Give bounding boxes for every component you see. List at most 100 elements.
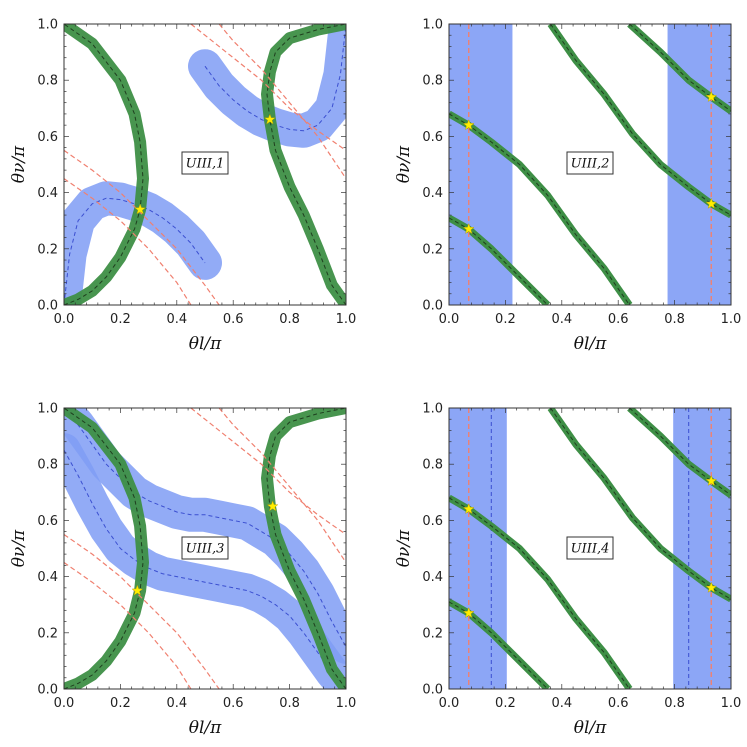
y-tick-label: 0.0 [422, 299, 443, 314]
blue-central-0 [64, 449, 346, 689]
x-tick-label: 0.6 [223, 312, 244, 327]
x-tick-label: 0.0 [54, 696, 75, 711]
x-tick-label: 0.0 [54, 312, 75, 327]
panel-tag-box [566, 151, 614, 175]
y-tick-label: 0.4 [422, 186, 443, 201]
x-axis-label: θl/π [189, 334, 222, 354]
panel-1: 0.0 0.2 0.4 0.6 0.8 1.0 0.0 0.2 0.4 0.6 0.8 1.0 θl/π… [9, 18, 356, 355]
x-tick-label: 0.8 [664, 312, 685, 327]
red-dashed-0 [64, 178, 192, 305]
y-tick-label: 0.4 [37, 570, 58, 585]
green-curve-center-0 [449, 217, 549, 305]
x-tick-label: 0.4 [166, 696, 187, 711]
plot-frame [448, 23, 732, 306]
panel-tag-label: UIII,3 [186, 542, 225, 557]
plot-frame [448, 407, 732, 690]
star-marker-0 [462, 119, 475, 131]
star-marker-0 [131, 584, 144, 596]
y-axis-label: θν/π [9, 145, 29, 183]
green-curve-3 [627, 408, 731, 498]
y-tick-label: 0.6 [422, 514, 443, 529]
green-curve-center-2 [550, 408, 731, 600]
star-marker-1 [462, 607, 475, 619]
star-marker-1 [462, 223, 475, 235]
x-tick-label: 0.8 [279, 312, 300, 327]
blue-central-0 [64, 197, 206, 305]
y-tick-label: 0.2 [422, 242, 443, 257]
plot-area [449, 408, 731, 689]
x-tick-label: 0.4 [166, 312, 187, 327]
x-tick-label: 0.4 [551, 696, 572, 711]
y-tick-label: 0.6 [37, 130, 58, 145]
panel-2: 0.0 0.2 0.4 0.6 0.8 1.0 0.0 0.2 0.4 0.6 0.8 1.0 θl/π… [394, 18, 741, 355]
panel-tag-box [181, 536, 229, 560]
y-tick-label: 1.0 [37, 402, 58, 417]
x-tick-label: 0.2 [110, 312, 131, 327]
y-tick-label: 0.6 [37, 514, 58, 529]
y-tick-label: 1.0 [422, 18, 443, 33]
x-tick-label: 0.6 [608, 696, 629, 711]
red-dashed-1 [64, 149, 220, 305]
x-axis-label: θl/π [574, 334, 607, 354]
star-marker-0 [134, 203, 146, 215]
green-curve-center-1 [449, 113, 630, 305]
y-axis-label: θν/π [394, 145, 414, 183]
x-axis-label: θl/π [189, 718, 222, 738]
y-tick-label: 0.8 [422, 74, 443, 89]
x-tick-label: 0.6 [608, 312, 629, 327]
plot-area [64, 408, 346, 689]
blue-central-1 [204, 24, 346, 132]
y-tick-label: 0.8 [37, 458, 58, 473]
red-dashed-2 [190, 24, 346, 151]
panel-3: 0.0 0.2 0.4 0.6 0.8 1.0 0.0 0.2 0.4 0.6 0.8 1.0 θl/π… [9, 402, 356, 739]
green-curve-center-0 [449, 601, 549, 689]
x-tick-label: 0.0 [439, 312, 460, 327]
y-tick-label: 0.2 [37, 242, 58, 257]
plot-frame [63, 407, 347, 690]
x-tick-label: 1.0 [336, 312, 357, 327]
y-tick-label: 0.4 [37, 186, 58, 201]
panel-tag-label: UIII,1 [186, 157, 225, 172]
panel-tag-box [566, 536, 614, 560]
panel-4: 0.0 0.2 0.4 0.6 0.8 1.0 0.0 0.2 0.4 0.6 0.8 1.0 θl/π… [394, 402, 741, 739]
blue-central-1 [64, 408, 346, 648]
red-dashed-1 [64, 534, 220, 689]
y-tick-label: 0.0 [37, 683, 58, 698]
x-tick-label: 0.6 [223, 696, 244, 711]
panel-tag-label: UIII,4 [571, 542, 610, 557]
red-dashed-2 [190, 408, 346, 535]
x-tick-label: 1.0 [721, 312, 742, 327]
y-tick-label: 0.2 [37, 626, 58, 641]
plot-area [64, 24, 346, 305]
y-tick-label: 0.8 [422, 458, 443, 473]
green-central-0 [64, 408, 144, 689]
y-tick-label: 0.2 [422, 626, 443, 641]
x-tick-label: 0.4 [551, 312, 572, 327]
star-marker-3 [705, 197, 718, 209]
x-tick-label: 0.2 [495, 696, 516, 711]
blue-band-1 [188, 24, 346, 148]
x-axis-label: θl/π [574, 718, 607, 738]
star-marker-1 [266, 500, 279, 512]
red-dashed-3 [218, 24, 346, 179]
y-tick-label: 0.8 [37, 74, 58, 89]
star-marker-3 [705, 581, 718, 593]
green-curve-3 [627, 24, 731, 114]
x-tick-label: 0.8 [279, 696, 300, 711]
x-tick-label: 0.8 [664, 696, 685, 711]
green-central-1 [266, 24, 346, 305]
blue-band-1 [673, 408, 731, 689]
y-tick-label: 0.4 [422, 570, 443, 585]
y-axis-label: θν/π [9, 529, 29, 567]
green-curve-center-2 [550, 24, 731, 216]
plot-area [449, 24, 731, 305]
star-marker-1 [264, 113, 276, 125]
x-tick-label: 1.0 [721, 696, 742, 711]
y-tick-label: 0.0 [37, 299, 58, 314]
x-tick-label: 1.0 [336, 696, 357, 711]
plot-frame [63, 23, 347, 306]
y-tick-label: 1.0 [37, 18, 58, 33]
x-tick-label: 0.2 [495, 312, 516, 327]
red-dashed-3 [218, 408, 346, 563]
